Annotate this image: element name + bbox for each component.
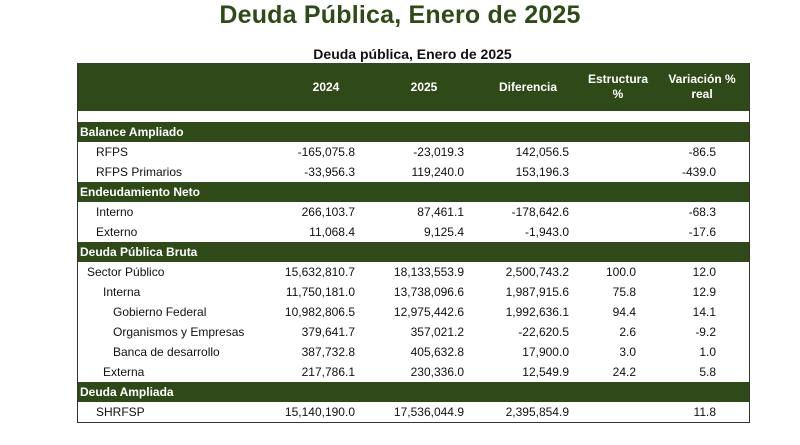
table-row: Interno 266,103.7 87,461.1 -178,642.6 -68.3	[78, 202, 749, 222]
value-2024: 387,732.8	[301, 345, 355, 359]
value-2025: 87,461.1	[417, 205, 464, 219]
row-label: Externo	[96, 225, 138, 239]
value-diferencia: -178,642.6	[511, 205, 569, 219]
table-row: Externo 11,068.4 9,125.4 -1,943.0 -17.6	[78, 222, 749, 242]
value-2024: 15,632,810.7	[284, 265, 355, 279]
value-variacion: -86.5	[688, 145, 716, 159]
value-variacion: -9.2	[695, 325, 716, 339]
value-variacion: 1.0	[699, 345, 716, 359]
value-diferencia: -22,620.5	[518, 325, 569, 339]
value-2025: 119,240.0	[411, 165, 465, 179]
value-2025: 13,738,096.6	[393, 285, 464, 299]
row-label: RFPS Primarios	[96, 165, 183, 179]
row-label: SHRFSP	[96, 405, 145, 419]
value-estructura: 100.0	[605, 265, 636, 279]
header-2025: 2025	[410, 79, 438, 94]
header-estructura: Estructura %	[578, 63, 658, 111]
value-estructura: 24.2	[612, 365, 636, 379]
value-diferencia: 1,992,636.1	[505, 305, 569, 319]
value-2024: 11,068.4	[309, 225, 355, 239]
value-2025: 9,125.4	[423, 225, 464, 239]
row-label: Organismos y Empresas	[113, 325, 245, 339]
row-label: RFPS	[96, 145, 129, 159]
value-2025: 18,133,553.9	[393, 265, 464, 279]
value-diferencia: 2,500,743.2	[505, 265, 569, 279]
table-row: RFPS Primarios -33,956.3 119,240.0 153,196.…	[78, 162, 749, 182]
value-2025: -23,019.3	[413, 145, 464, 159]
section-header: Deuda Ampliada	[78, 382, 749, 402]
header-variacion: Variación % real	[656, 63, 748, 111]
table-row: Interna 11,750,181.0 13,738,096.6 1,987,915…	[78, 282, 749, 302]
header-variacion-line2: real	[691, 87, 713, 101]
value-variacion: -17.6	[688, 225, 716, 239]
value-2024: -33,956.3	[304, 165, 355, 179]
value-diferencia: 17,900.0	[522, 345, 569, 359]
table-row: Banca de desarrollo 387,732.8 405,632.8 17,…	[78, 342, 749, 362]
table-title: Deuda pública, Enero de 2025	[313, 46, 512, 62]
row-label: Banca de desarrollo	[113, 345, 220, 359]
value-variacion: 12.0	[692, 265, 716, 279]
value-variacion: -439.0	[681, 165, 716, 179]
table-row: Organismos y Empresas 379,641.7 357,021.2 -…	[78, 322, 749, 342]
value-variacion: 12.9	[692, 285, 716, 299]
value-2024: 15,140,190.0	[284, 405, 355, 419]
row-label: Interno	[96, 205, 134, 219]
value-2024: 10,982,806.5	[284, 305, 355, 319]
row-label: Externa	[103, 365, 145, 379]
value-diferencia: 2,395,854.9	[505, 405, 569, 419]
value-variacion: 5.8	[699, 365, 716, 379]
row-label: Sector Público	[87, 265, 165, 279]
header-estructura-line2: %	[612, 87, 624, 101]
value-2024: 266,103.7	[301, 205, 355, 219]
table-row: RFPS -165,075.8 -23,019.3 142,056.5 -86.5	[78, 142, 749, 162]
value-estructura: 2.6	[619, 325, 636, 339]
section-header: Balance Ampliado	[78, 122, 749, 142]
value-2025: 230,336.0	[410, 365, 464, 379]
table-row: SHRFSP 15,140,190.0 17,536,044.9 2,395,854.…	[78, 402, 749, 422]
value-2024: -165,075.8	[297, 145, 355, 159]
section-header: Deuda Pública Bruta	[78, 242, 749, 262]
value-diferencia: 153,196.3	[515, 165, 569, 179]
table-header: 2024 2025 Diferencia Estructura % Variac…	[78, 63, 749, 111]
value-variacion: -68.3	[688, 205, 716, 219]
header-estructura-line1: Estructura	[587, 72, 649, 86]
value-2024: 379,641.7	[301, 325, 355, 339]
value-diferencia: 12,549.9	[522, 365, 569, 379]
table-row: Gobierno Federal 10,982,806.5 12,975,442.6…	[78, 302, 749, 322]
section-header: Endeudamiento Neto	[78, 182, 749, 202]
header-diferencia: Diferencia	[498, 79, 558, 94]
value-variacion: 11.8	[693, 405, 716, 419]
value-estructura: 94.4	[612, 305, 636, 319]
row-label: Gobierno Federal	[113, 305, 207, 319]
table-body: Balance Ampliado RFPS -165,075.8 -23,019.3 1…	[78, 122, 749, 422]
value-2024: 217,786.1	[301, 365, 355, 379]
table-row: Sector Público 15,632,810.7 18,133,553.9 2,…	[78, 262, 749, 282]
table-row: Externa 217,786.1 230,336.0 12,549.9 24.2 5.8	[78, 362, 749, 382]
debt-table: 2024 2025 Diferencia Estructura % Variac…	[77, 63, 750, 423]
value-variacion: 14.1	[692, 305, 716, 319]
page-title: Deuda Pública, Enero de 2025	[219, 1, 581, 29]
value-diferencia: -1,943.0	[524, 225, 569, 239]
value-2025: 357,021.2	[410, 325, 464, 339]
value-2025: 405,632.8	[410, 345, 464, 359]
value-diferencia: 142,056.5	[515, 145, 569, 159]
row-label: Interna	[103, 285, 141, 299]
header-spacer	[78, 111, 749, 122]
value-2025: 12,975,442.6	[393, 305, 464, 319]
value-estructura: 3.0	[619, 345, 636, 359]
header-variacion-line1: Variación %	[668, 72, 736, 86]
value-2024: 11,750,181.0	[285, 285, 355, 299]
value-diferencia: 1,987,915.6	[505, 285, 569, 299]
value-2025: 17,536,044.9	[393, 405, 464, 419]
value-estructura: 75.8	[612, 285, 636, 299]
header-2024: 2024	[312, 79, 340, 94]
